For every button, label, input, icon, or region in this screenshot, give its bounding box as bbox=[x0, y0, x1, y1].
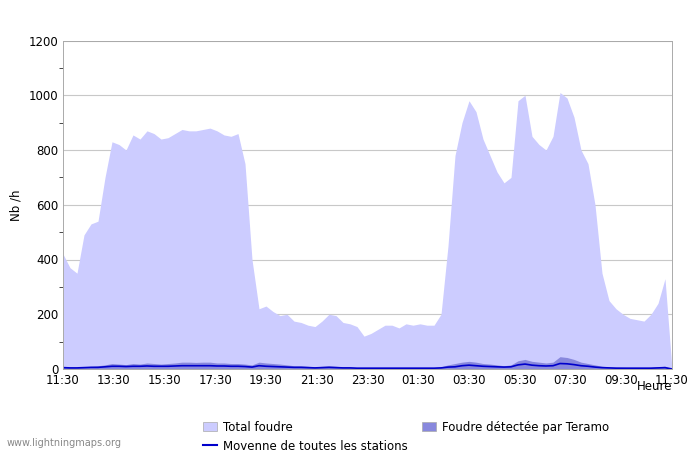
Legend: Total foudre, Moyenne de toutes les stations, Foudre détectée par Teramo: Total foudre, Moyenne de toutes les stat… bbox=[203, 421, 609, 450]
Text: Heure: Heure bbox=[636, 380, 672, 393]
Text: www.lightningmaps.org: www.lightningmaps.org bbox=[7, 438, 122, 448]
Y-axis label: Nb /h: Nb /h bbox=[10, 189, 23, 220]
